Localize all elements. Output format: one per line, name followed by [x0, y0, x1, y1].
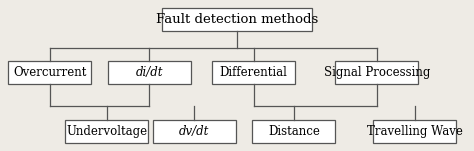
- Text: Signal Processing: Signal Processing: [324, 66, 430, 79]
- FancyBboxPatch shape: [336, 61, 418, 84]
- FancyBboxPatch shape: [162, 8, 311, 31]
- Text: Travelling Wave: Travelling Wave: [367, 125, 463, 138]
- FancyBboxPatch shape: [252, 120, 336, 143]
- FancyBboxPatch shape: [153, 120, 236, 143]
- Text: Distance: Distance: [268, 125, 320, 138]
- Text: dv/dt: dv/dt: [179, 125, 210, 138]
- Text: Overcurrent: Overcurrent: [13, 66, 86, 79]
- Text: Fault detection methods: Fault detection methods: [156, 13, 318, 26]
- FancyBboxPatch shape: [8, 61, 91, 84]
- Text: di/dt: di/dt: [136, 66, 163, 79]
- Text: Undervoltage: Undervoltage: [66, 125, 147, 138]
- FancyBboxPatch shape: [108, 61, 191, 84]
- FancyBboxPatch shape: [65, 120, 148, 143]
- Text: Differential: Differential: [219, 66, 288, 79]
- FancyBboxPatch shape: [373, 120, 456, 143]
- FancyBboxPatch shape: [212, 61, 295, 84]
